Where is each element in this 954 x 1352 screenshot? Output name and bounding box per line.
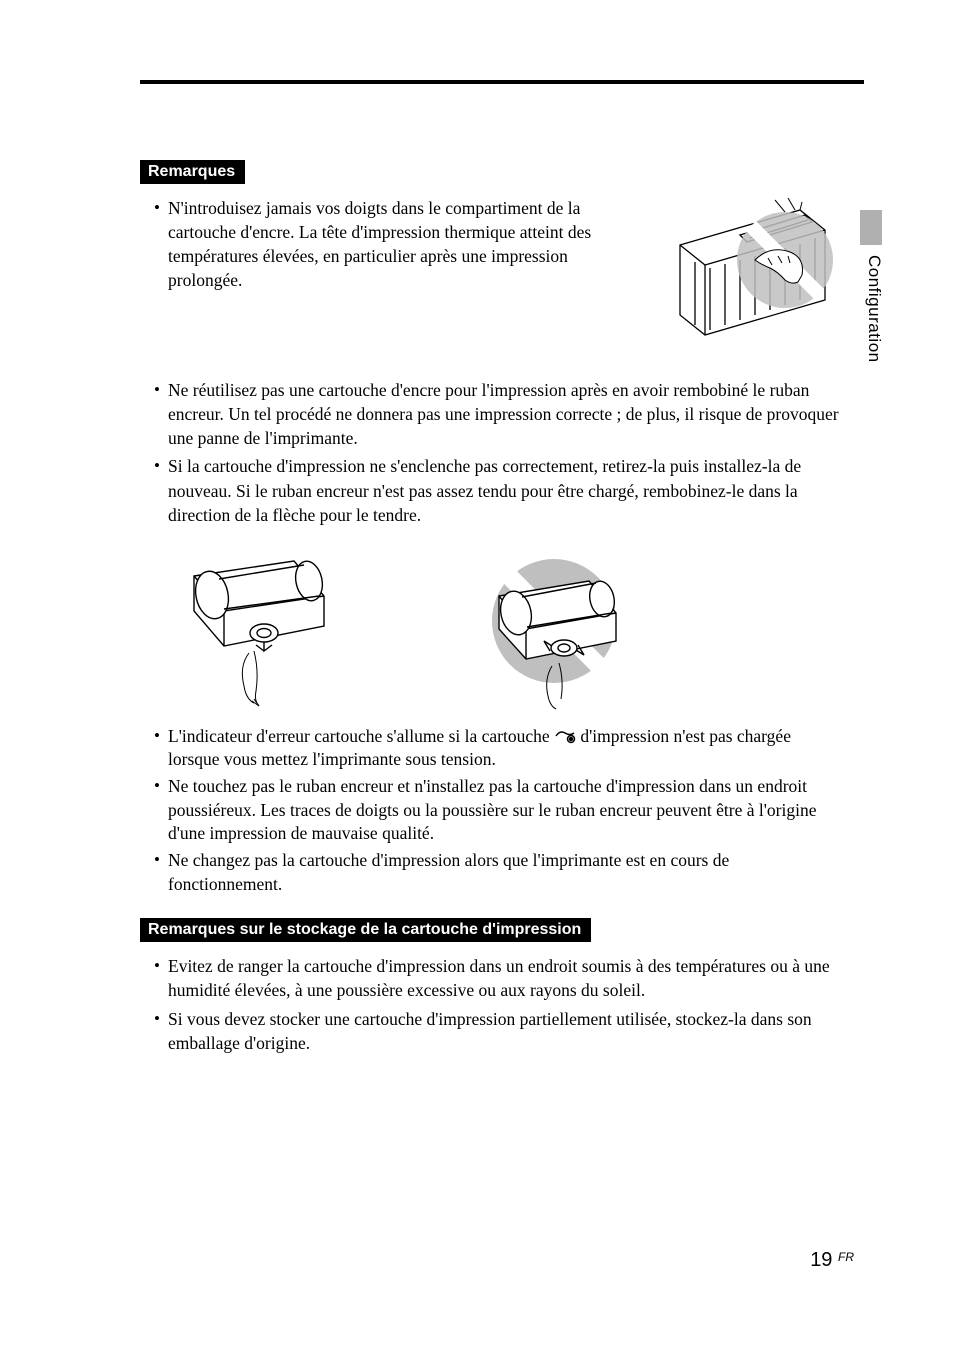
storage-item: Evitez de ranger la cartouche d'impressi… xyxy=(154,954,840,1002)
cartridge-correct-illustration xyxy=(164,551,344,711)
page-lang: FR xyxy=(838,1250,854,1264)
remark-item: Si la cartouche d'impression ne s'enclen… xyxy=(154,454,840,526)
side-tab: Configuration xyxy=(860,210,882,410)
first-remark-block: N'introduisez jamais vos doigts dans le … xyxy=(140,196,840,350)
section-title-storage: Remarques sur le stockage de la cartouch… xyxy=(140,918,591,942)
cartridge-icon xyxy=(554,727,576,745)
storage-item: Si vous devez stocker une cartouche d'im… xyxy=(154,1007,840,1055)
page-number-value: 19 xyxy=(810,1249,832,1271)
remark-item: Ne touchez pas le ruban encreur et n'ins… xyxy=(154,775,840,846)
remark-text-pre: L'indicateur d'erreur cartouche s'allume… xyxy=(168,726,554,746)
cartridge-illustrations xyxy=(164,551,840,711)
header-rule xyxy=(140,80,864,84)
remark-item: N'introduisez jamais vos doigts dans le … xyxy=(154,196,630,293)
side-tab-marker xyxy=(860,210,882,245)
remark-item: L'indicateur d'erreur cartouche s'allume… xyxy=(154,725,840,772)
page-content: Remarques N'introduisez jamais vos doigt… xyxy=(140,160,840,1059)
cartridge-prohibit-illustration xyxy=(464,551,644,711)
page-number: 19 FR xyxy=(810,1249,854,1272)
remark-item: Ne réutilisez pas une cartouche d'encre … xyxy=(154,378,840,450)
side-tab-label: Configuration xyxy=(864,255,884,363)
remark-item: Ne changez pas la cartouche d'impression… xyxy=(154,849,840,896)
storage-section: Remarques sur le stockage de la cartouch… xyxy=(140,918,840,1055)
section-title-remarques: Remarques xyxy=(140,160,245,184)
printer-prohibit-illustration xyxy=(650,190,840,350)
